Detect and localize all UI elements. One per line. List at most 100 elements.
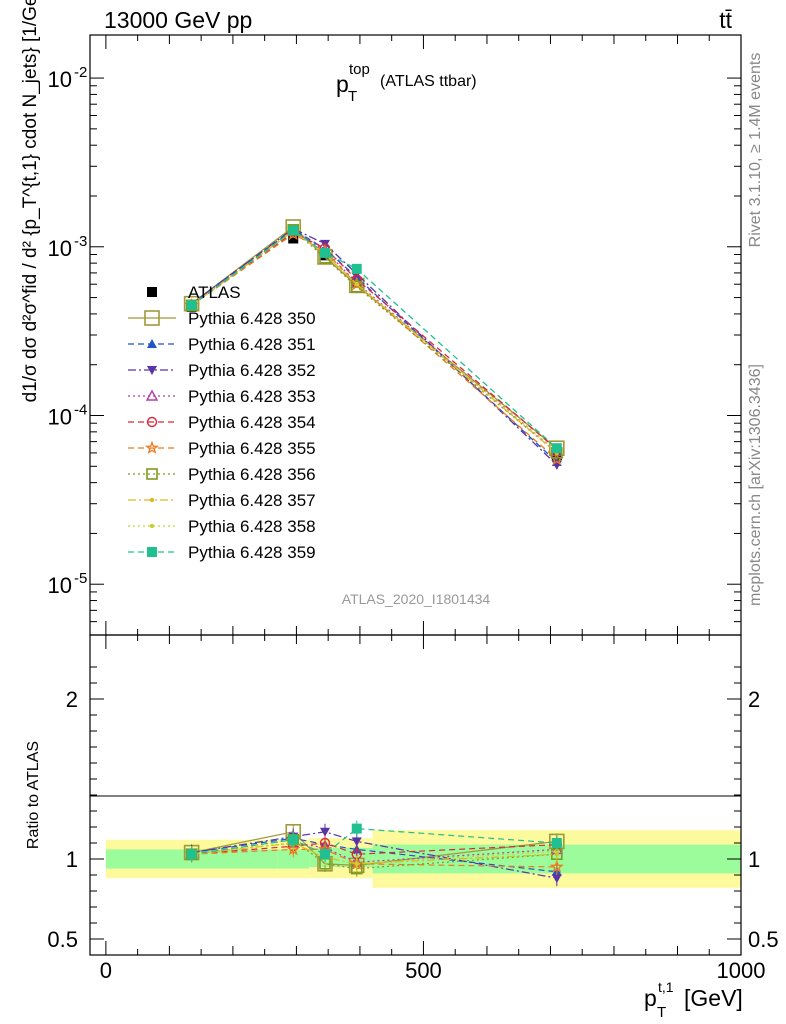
x-axis-label: p (644, 985, 657, 1011)
ratio-series-layer (183, 820, 565, 887)
legend-entry: Pythia 6.428 359 (128, 543, 316, 562)
legend-marker (147, 287, 157, 297)
x-axis-label-subscript: T (657, 1004, 666, 1021)
legend-marker (146, 416, 158, 428)
plot-title: p (336, 71, 349, 97)
main-y-tick-exponent: -4 (74, 401, 87, 418)
x-axis-label-superscript: t,1 (658, 979, 674, 995)
ratio-point (551, 874, 562, 884)
ratio-y-tick-label-right: 2 (748, 687, 760, 712)
legend-entry: Pythia 6.428 354 (128, 413, 316, 432)
legend-label: Pythia 6.428 359 (188, 543, 316, 562)
mcplots-label: mcplots.cern.ch [arXiv:1306.3436] (747, 364, 764, 606)
ratio-point (351, 837, 362, 847)
x-tick-label: 0 (100, 958, 112, 983)
main-y-tick-label: 10 (48, 67, 72, 92)
x-axis-label-unit: [GeV] (684, 985, 743, 1011)
data-point (351, 263, 362, 274)
legend-marker (144, 440, 160, 454)
ratio-point (551, 838, 562, 848)
legend-marker (144, 310, 160, 326)
legend-marker (149, 523, 155, 529)
ratio-y-tick-label-right: 1 (748, 847, 760, 872)
legend: ATLAS Pythia 6.428 350 Pythia 6.428 351 Pyt… (128, 283, 316, 562)
legend-label: Pythia 6.428 352 (188, 361, 316, 380)
legend-entry: Pythia 6.428 355 (128, 439, 316, 458)
main-y-tick-label: 10 (48, 573, 72, 598)
ratio-y-axis-label: Ratio to ATLAS (25, 741, 42, 849)
series-pythia-6-428-359 (186, 225, 562, 454)
ratio-point (186, 849, 197, 860)
ratio-point (351, 823, 362, 834)
rivet-label: Rivet 3.1.10, ≥ 1.4M events (747, 53, 764, 248)
ratio-point (354, 861, 359, 866)
x-tick-label: 1000 (717, 958, 766, 983)
ratio-point (549, 859, 564, 873)
main-y-axis-label: d1/σ dσ d²σ^fid / d² {p_T^{t,1} cdot N_j… (20, 0, 41, 402)
data-point (354, 282, 359, 287)
legend-label: Pythia 6.428 357 (188, 491, 316, 510)
ratio-point (319, 827, 330, 837)
ratio-series-10 (186, 820, 562, 863)
ratio-line (191, 842, 557, 863)
legend-marker (146, 468, 158, 480)
legend-entry: Pythia 6.428 357 (128, 491, 316, 510)
main-y-tick-exponent: -2 (74, 64, 87, 81)
legend-marker (147, 547, 157, 557)
ratio-point (288, 834, 299, 845)
ratio-plot-frame (89, 634, 742, 956)
ratio-line (191, 842, 557, 865)
data-point (288, 233, 299, 244)
main-series-layer (183, 219, 565, 470)
energy-label: 13000 GeV pp (104, 7, 252, 33)
main-y-tick-label: 10 (48, 236, 72, 261)
legend-label: Pythia 6.428 356 (188, 465, 316, 484)
main-axis-ticks (90, 35, 742, 635)
plot-title-detail: (ATLAS ttbar) (380, 73, 477, 90)
x-tick-label: 500 (405, 958, 442, 983)
ratio-point (319, 849, 330, 860)
plot-title-subscript: T (348, 88, 357, 105)
ratio-panel: Ratio to ATLAS 0.5 0.5 1 1 2 2 0 500 1000 p T t,… (25, 634, 779, 1021)
main-y-tick-exponent: -3 (74, 233, 87, 250)
legend-entry: Pythia 6.428 353 (128, 387, 316, 406)
data-point (350, 280, 363, 293)
ratio-tick-labels: 0.5 0.5 1 1 2 2 0 500 1000 (47, 687, 778, 983)
legend-label: Pythia 6.428 353 (188, 387, 316, 406)
ratio-y-tick-label: 1 (66, 847, 78, 872)
ratio-line (191, 839, 557, 870)
legend-entry: Pythia 6.428 358 (128, 517, 316, 536)
data-point (288, 225, 299, 236)
ratio-y-tick-label: 2 (66, 687, 78, 712)
legend-entry: Pythia 6.428 350 (128, 309, 316, 328)
main-y-tick-exponent: -5 (74, 570, 87, 587)
legend-marker (149, 497, 155, 503)
main-panel: 10-210-310-410-5 p top T (ATLAS ttbar) A… (20, 0, 742, 636)
legend-label: ATLAS (188, 283, 241, 302)
analysis-watermark: ATLAS_2020_I1801434 (342, 591, 491, 607)
legend-entry: Pythia 6.428 356 (128, 465, 316, 484)
legend-label: Pythia 6.428 350 (188, 309, 316, 328)
main-y-tick-labels: 10-210-310-410-5 (48, 64, 88, 598)
process-label: tt̄ (719, 7, 732, 33)
ratio-line (191, 842, 557, 865)
legend-entry: ATLAS (147, 283, 241, 302)
ratio-y-tick-label-right: 0.5 (748, 927, 779, 952)
legend-marker (145, 389, 159, 401)
ratio-y-tick-label: 0.5 (47, 927, 78, 952)
plot-title-superscript: top (349, 61, 370, 78)
legend-label: Pythia 6.428 351 (188, 335, 316, 354)
legend-label: Pythia 6.428 354 (188, 413, 316, 432)
legend-marker (147, 339, 157, 348)
main-y-tick-label: 10 (48, 404, 72, 429)
ratio-axis-ticks (90, 635, 742, 955)
ratio-point (286, 842, 301, 856)
legend-label: Pythia 6.428 355 (188, 439, 316, 458)
data-point (186, 300, 197, 311)
legend-entry: Pythia 6.428 351 (128, 335, 316, 354)
legend-label: Pythia 6.428 358 (188, 517, 316, 536)
ratio-line (191, 827, 557, 855)
legend-marker (147, 366, 157, 375)
data-point (551, 443, 562, 454)
